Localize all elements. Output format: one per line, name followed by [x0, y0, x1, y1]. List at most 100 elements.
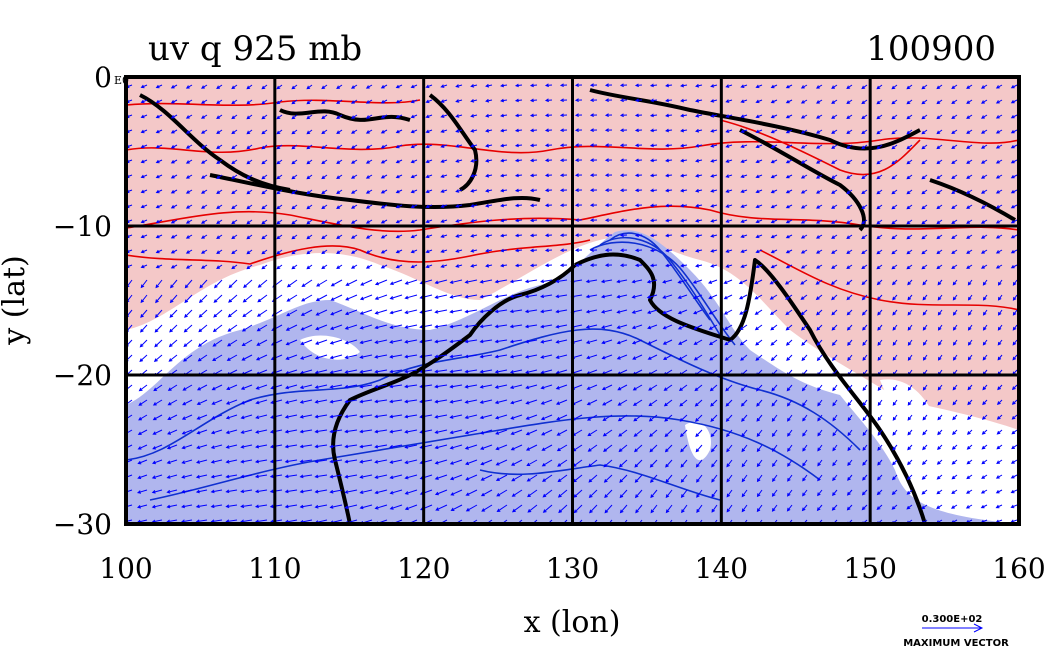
wind-vector: [846, 294, 853, 301]
wind-vector: [254, 459, 268, 464]
vector-legend-arrowhead: [973, 623, 984, 633]
wind-vector: [802, 489, 808, 497]
wind-vector: [196, 414, 208, 420]
wind-vector: [329, 459, 343, 464]
wind-vector: [604, 233, 613, 238]
wind-vector: [966, 474, 973, 480]
wind-vector: [891, 474, 898, 481]
wind-vector: [455, 249, 463, 253]
wind-vector: [555, 294, 568, 299]
wind-vector: [500, 218, 508, 223]
wind-vector: [434, 474, 448, 480]
wind-vector: [616, 339, 628, 345]
wind-vector: [170, 219, 178, 224]
wind-vector: [632, 384, 643, 391]
wind-vector: [525, 339, 538, 344]
wind-vector: [981, 429, 988, 435]
wind-vector: [665, 83, 673, 88]
wind-vector: [500, 83, 508, 88]
wind-vector: [678, 354, 688, 361]
wind-vector: [619, 173, 628, 178]
wind-vector: [710, 189, 718, 193]
wind-vector: [213, 294, 223, 303]
wind-vector: [966, 204, 973, 209]
wind-vector: [365, 129, 373, 134]
wind-vector: [951, 99, 958, 104]
wind-vector: [225, 429, 238, 435]
wind-vector: [485, 128, 493, 133]
wind-vector: [709, 384, 718, 392]
wind-vector: [184, 294, 193, 304]
wind-vector: [680, 188, 688, 193]
wind-vector: [695, 233, 703, 238]
wind-vector: [395, 84, 403, 89]
wind-vector: [995, 129, 1003, 134]
wind-vector: [770, 159, 778, 164]
wind-vector: [395, 249, 403, 254]
wind-vector: [434, 294, 448, 299]
wind-vector: [831, 219, 838, 224]
wind-vector: [1012, 309, 1018, 316]
wind-vector: [480, 474, 493, 481]
wind-vector: [301, 294, 313, 302]
wind-vector: [922, 294, 928, 301]
wind-vector: [404, 399, 418, 404]
x-tick-label: 110: [248, 552, 301, 585]
wind-vector: [365, 159, 373, 164]
wind-vector: [830, 279, 838, 285]
wind-vector: [494, 369, 508, 374]
wind-vector: [374, 474, 388, 479]
wind-vector: [574, 173, 583, 178]
wind-vector: [696, 504, 703, 513]
wind-vector: [724, 339, 733, 346]
wind-vector: [449, 474, 463, 481]
wind-vector: [679, 414, 688, 422]
wind-vector: [525, 414, 538, 420]
wind-vector: [725, 234, 733, 238]
wind-vector: [1010, 144, 1018, 149]
wind-vector: [510, 399, 523, 405]
wind-vector: [634, 128, 643, 133]
wind-vector: [877, 384, 883, 392]
wind-vector: [831, 504, 838, 511]
wind-vector: [756, 474, 763, 483]
wind-vector: [389, 354, 403, 359]
wind-vector: [995, 489, 1003, 494]
wind-vector: [634, 98, 643, 103]
wind-vector: [494, 279, 508, 284]
wind-vector: [891, 114, 898, 120]
wind-vector: [936, 174, 943, 180]
wind-vector: [892, 444, 898, 451]
wind-vector: [306, 144, 313, 150]
wind-vector: [981, 414, 988, 420]
wind-vector: [646, 279, 658, 284]
wind-vector: [500, 128, 508, 133]
wind-vector: [185, 114, 193, 119]
wind-vector: [485, 188, 493, 193]
wind-vector: [646, 294, 658, 299]
wind-vector: [529, 203, 538, 208]
wind-vector: [152, 459, 163, 465]
wind-vector: [185, 264, 193, 269]
wind-vector: [695, 444, 703, 453]
wind-vector: [618, 444, 628, 453]
wind-vector: [619, 489, 628, 499]
wind-vector: [556, 429, 568, 436]
wind-vector: [846, 234, 853, 239]
wind-vector: [756, 489, 763, 498]
wind-vector: [200, 219, 208, 224]
wind-vector: [359, 384, 373, 389]
wind-vector: [755, 114, 763, 119]
wind-vector: [876, 114, 883, 120]
wind-vector: [306, 99, 313, 105]
wind-vector: [619, 113, 628, 118]
wind-vector: [817, 429, 823, 437]
wind-vector: [374, 384, 388, 389]
wind-vector: [710, 249, 718, 253]
wind-vector: [891, 99, 898, 105]
wind-vector: [182, 384, 193, 391]
wind-vector: [981, 219, 988, 224]
wind-vector: [315, 294, 328, 301]
wind-vector: [261, 264, 268, 270]
wind-vector: [485, 233, 493, 238]
